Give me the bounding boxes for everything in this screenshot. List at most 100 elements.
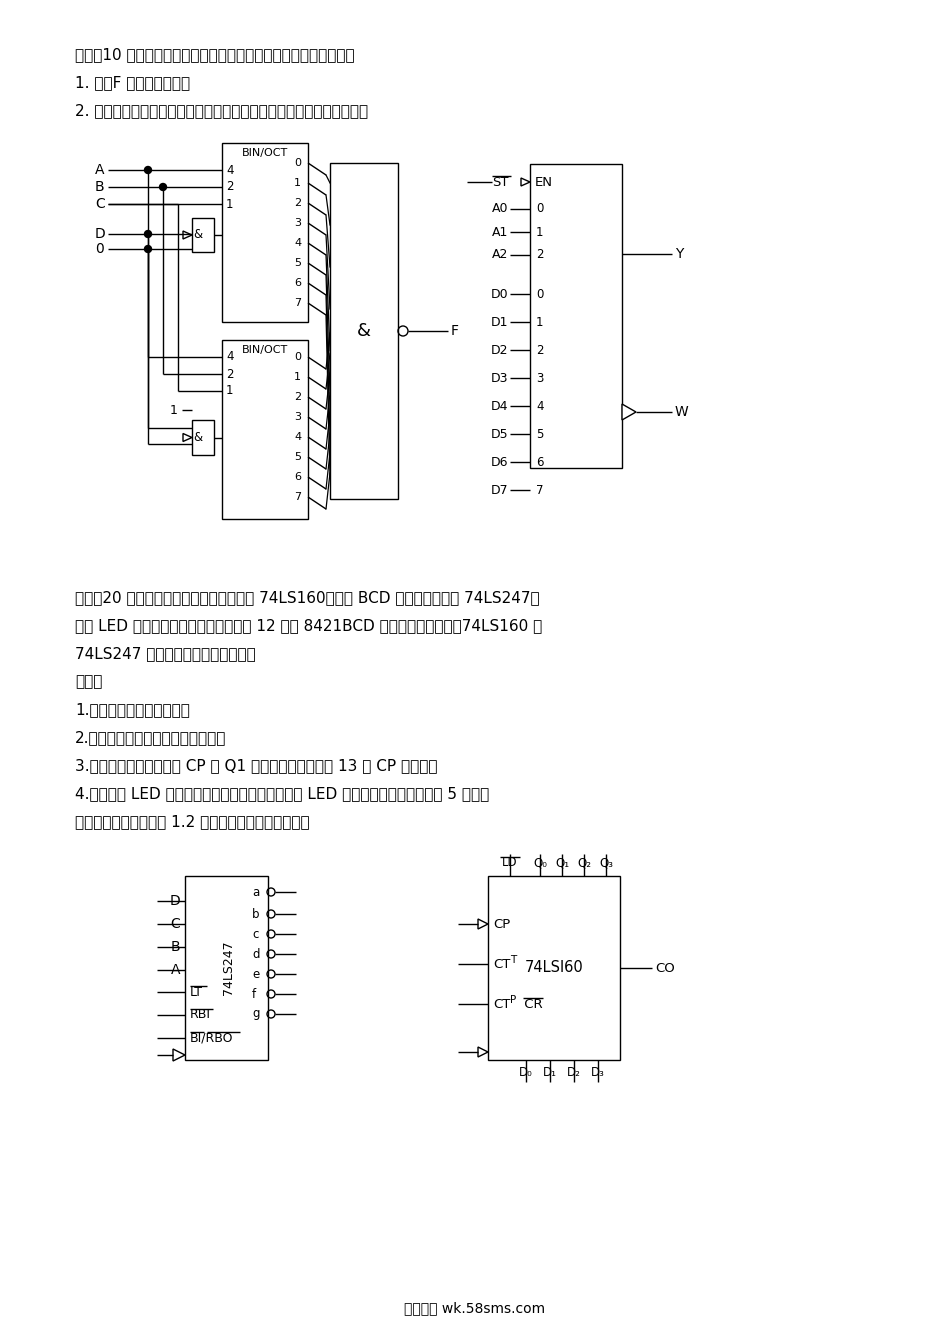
Text: e: e [252, 968, 259, 981]
Text: 五、（10 分）由变量译码器和与非门组成的逻辑电路如下图所示。: 五、（10 分）由变量译码器和与非门组成的逻辑电路如下图所示。 [75, 47, 354, 63]
Text: B: B [170, 939, 180, 954]
Text: 3: 3 [294, 218, 301, 228]
Text: Q₁: Q₁ [555, 856, 569, 870]
Text: &: & [193, 228, 202, 242]
Text: C: C [95, 198, 104, 211]
Text: EN: EN [535, 176, 553, 188]
Circle shape [144, 246, 151, 253]
Text: D1: D1 [490, 316, 508, 328]
Bar [192, 218, 214, 253]
Circle shape [160, 184, 166, 191]
Text: P: P [510, 995, 516, 1005]
Text: 2. 改用单片八选一数据选择器重新设计该电路（不得附加其它电路）。: 2. 改用单片八选一数据选择器重新设计该电路（不得附加其它电路）。 [75, 103, 369, 118]
Text: A0: A0 [491, 203, 508, 215]
Text: 4: 4 [294, 431, 301, 442]
Text: Y: Y [675, 247, 683, 261]
Text: 2: 2 [536, 249, 543, 262]
Bar [185, 876, 268, 1060]
Text: 1: 1 [170, 403, 178, 417]
Text: BIN/OCT: BIN/OCT [242, 148, 288, 159]
Text: A: A [170, 964, 180, 977]
Text: C: C [170, 917, 180, 931]
Text: 0: 0 [294, 352, 301, 362]
Bar [330, 163, 398, 499]
Text: f: f [252, 988, 256, 1000]
Text: D0: D0 [490, 288, 508, 301]
Text: 5: 5 [294, 452, 301, 462]
Text: 7: 7 [294, 298, 301, 308]
Text: 3: 3 [536, 371, 543, 384]
Polygon shape [478, 919, 488, 929]
Text: D₁: D₁ [543, 1067, 557, 1079]
Text: &: & [357, 323, 371, 340]
Text: B: B [95, 180, 104, 194]
Text: 1: 1 [294, 372, 301, 382]
Text: W: W [675, 405, 689, 419]
Text: 1.画出完整的逻辑电路图；: 1.画出完整的逻辑电路图； [75, 703, 190, 718]
Bar [222, 340, 308, 519]
Text: RBI: RBI [190, 1008, 211, 1021]
Text: D: D [95, 227, 105, 241]
Text: D: D [169, 894, 180, 909]
Text: Q₀: Q₀ [533, 856, 547, 870]
Circle shape [144, 231, 151, 238]
Text: 7: 7 [536, 484, 543, 496]
Text: CP: CP [493, 918, 510, 930]
Text: Q₂: Q₂ [577, 856, 591, 870]
Text: 2.画出计数器的主循环状态转换图；: 2.画出计数器的主循环状态转换图； [75, 731, 226, 746]
Text: 4.说明所选 LED 数码管的类型（共阳或共阴），若 LED 数码管每段显示电流设为 5 毫安，: 4.说明所选 LED 数码管的类型（共阳或共阴），若 LED 数码管每段显示电流… [75, 786, 489, 801]
Text: 3.画出其中个位计数器的 CP 和 Q1 的波形图（至少对应 13 个 CP 脉冲）；: 3.画出其中个位计数器的 CP 和 Q1 的波形图（至少对应 13 个 CP 脉… [75, 758, 438, 774]
Text: D₀: D₀ [519, 1067, 533, 1079]
Text: g: g [252, 1008, 259, 1020]
Text: 1: 1 [294, 177, 301, 188]
Text: 5: 5 [536, 427, 543, 441]
Text: 二个 LED 数码管和其它门电路设计一个 12 进制 8421BCD 码计数及显示电路。74LS160 和: 二个 LED 数码管和其它门电路设计一个 12 进制 8421BCD 码计数及显… [75, 618, 542, 633]
Text: 6: 6 [294, 278, 301, 288]
Text: D₂: D₂ [567, 1067, 581, 1079]
Text: 3: 3 [294, 413, 301, 422]
Text: CR: CR [520, 997, 542, 1011]
Text: 六、（20 分）试用二片十进制加法计数器 74LS160、二片 BCD 七段显示译码器 74LS247、: 六、（20 分）试用二片十进制加法计数器 74LS160、二片 BCD 七段显示… [75, 590, 540, 606]
Text: A2: A2 [492, 249, 508, 262]
Text: 2: 2 [294, 392, 301, 402]
Text: 2: 2 [226, 180, 234, 194]
Text: 0: 0 [95, 242, 104, 255]
Bar [488, 876, 620, 1060]
Text: 五八文库 wk.58sms.com: 五八文库 wk.58sms.com [405, 1301, 545, 1314]
Polygon shape [173, 1050, 185, 1060]
Text: 数码管每段点亮压降取 1.2 伏，估算限流电阻的大小。: 数码管每段点亮压降取 1.2 伏，估算限流电阻的大小。 [75, 814, 310, 829]
Bar [192, 419, 214, 456]
Text: 0: 0 [536, 203, 543, 215]
Text: d: d [252, 948, 259, 961]
Text: CT: CT [493, 997, 510, 1011]
Text: 7: 7 [294, 492, 301, 503]
Text: D3: D3 [490, 371, 508, 384]
Text: 6: 6 [294, 472, 301, 482]
Text: D4: D4 [490, 399, 508, 413]
Polygon shape [521, 177, 530, 185]
Text: D2: D2 [490, 344, 508, 356]
Text: 2: 2 [226, 367, 234, 380]
Polygon shape [183, 231, 192, 239]
Text: a: a [252, 886, 259, 899]
Text: 6: 6 [536, 456, 543, 469]
Text: 74LSl60: 74LSl60 [524, 961, 583, 976]
Text: BI/RBO: BI/RBO [190, 1031, 234, 1044]
Text: D₃: D₃ [591, 1067, 605, 1079]
Text: ST: ST [492, 176, 508, 188]
Polygon shape [183, 434, 192, 441]
Text: 2: 2 [536, 344, 543, 356]
Text: A: A [95, 163, 104, 177]
Text: 0: 0 [536, 288, 543, 301]
Text: 4: 4 [226, 164, 234, 176]
Text: CO: CO [655, 961, 674, 974]
Text: 4: 4 [226, 351, 234, 363]
Text: F: F [451, 324, 459, 337]
Text: 4: 4 [294, 238, 301, 249]
Text: &: & [193, 431, 202, 444]
Text: 0: 0 [294, 159, 301, 168]
Text: CT: CT [493, 957, 510, 970]
Text: A1: A1 [492, 226, 508, 238]
Text: D6: D6 [490, 456, 508, 469]
Text: c: c [252, 927, 258, 941]
